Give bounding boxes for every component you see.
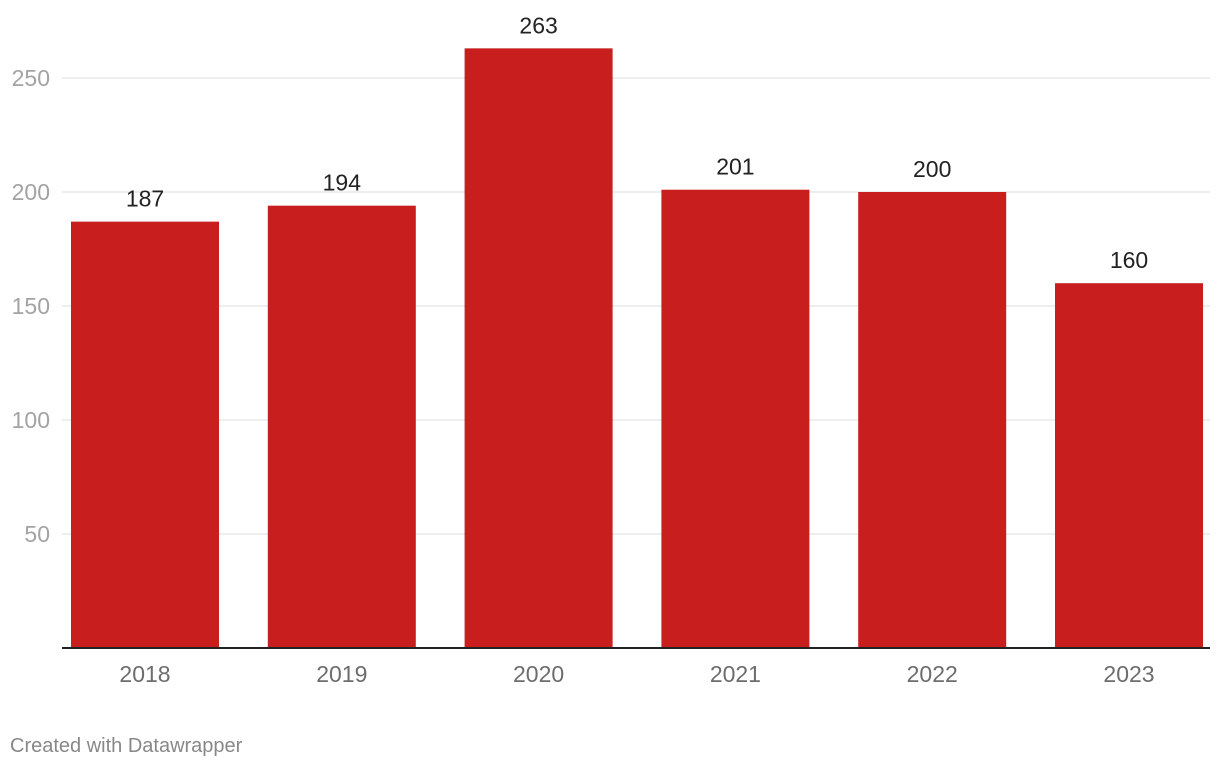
y-tick-label-250: 250 xyxy=(12,65,50,91)
datawrapper-credit: Created with Datawrapper xyxy=(10,735,243,757)
bar-value-label-2018: 187 xyxy=(126,186,164,212)
y-tick-label-50: 50 xyxy=(24,521,50,547)
bar-2022 xyxy=(858,192,1007,648)
gridlines xyxy=(62,77,1210,535)
x-axis-ticks: 2018 2019 2020 2021 2022 2023 xyxy=(119,661,1154,687)
x-tick-label-2021: 2021 xyxy=(710,661,761,687)
x-tick-label-2019: 2019 xyxy=(316,661,367,687)
bar-value-label-2022: 200 xyxy=(913,156,951,182)
bar-value-label-2019: 194 xyxy=(323,170,362,196)
x-tick-label-2022: 2022 xyxy=(907,661,958,687)
y-tick-label-200: 200 xyxy=(12,179,50,205)
x-tick-label-2023: 2023 xyxy=(1103,661,1154,687)
x-tick-label-2018: 2018 xyxy=(119,661,170,687)
bar-2018 xyxy=(71,221,219,648)
y-tick-label-150: 150 xyxy=(12,293,50,319)
y-tick-label-100: 100 xyxy=(12,407,50,433)
bar-2023 xyxy=(1055,283,1203,648)
bar-value-labels: 187 194 263 201 200 160 xyxy=(126,12,1148,273)
bar-value-label-2020: 263 xyxy=(519,12,557,38)
bar-2021 xyxy=(661,189,810,648)
bars xyxy=(71,48,1203,649)
bar-2020 xyxy=(464,48,613,649)
y-axis-ticks: 50 100 150 200 250 xyxy=(12,65,50,547)
bar-value-label-2023: 160 xyxy=(1110,247,1148,273)
bar-2019 xyxy=(267,205,416,648)
bar-value-label-2021: 201 xyxy=(716,154,754,180)
x-tick-label-2020: 2020 xyxy=(513,661,564,687)
